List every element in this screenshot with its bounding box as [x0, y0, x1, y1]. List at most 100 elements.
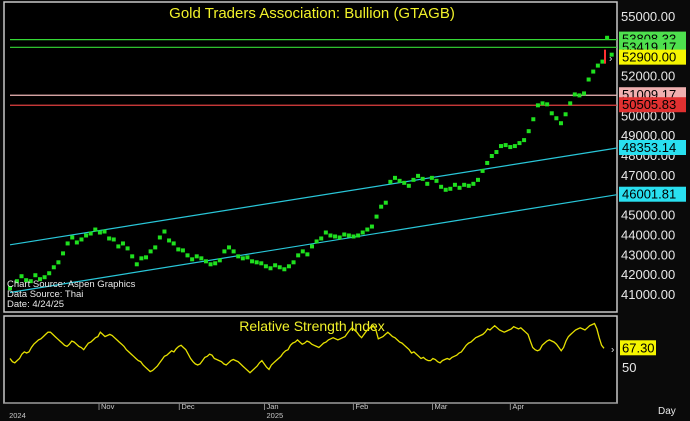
price-point — [323, 230, 328, 235]
price-point — [263, 264, 268, 269]
rsi-value-box — [620, 340, 656, 356]
price-point — [517, 141, 522, 146]
month-label: Mar — [434, 402, 447, 411]
price-point — [185, 253, 190, 258]
price-tick-label: 42000.00 — [621, 267, 675, 282]
price-point — [79, 237, 84, 242]
price-point — [144, 255, 149, 260]
price-point — [512, 144, 517, 149]
rsi-arrow: › — [611, 344, 614, 355]
price-point — [19, 274, 24, 279]
price-point — [535, 103, 540, 108]
price-point — [97, 230, 102, 235]
price-point — [277, 265, 282, 270]
price-point — [236, 254, 241, 259]
price-point — [167, 238, 172, 243]
price-point — [14, 279, 19, 284]
price-tick-label: 52000.00 — [621, 69, 675, 84]
price-label: 46001.81 — [619, 186, 686, 202]
rsi-axis: 50 › 67.30 — [611, 340, 656, 375]
price-point — [125, 246, 130, 251]
price-point — [448, 186, 453, 191]
price-point — [600, 59, 605, 64]
price-point — [28, 279, 33, 284]
price-point — [439, 184, 444, 189]
price-point — [286, 264, 291, 269]
price-tick-label: 49000.00 — [621, 128, 675, 143]
price-point — [425, 181, 430, 186]
channel-line — [9, 194, 618, 294]
price-point — [33, 273, 38, 278]
price-series: › — [8, 35, 614, 291]
price-point — [466, 183, 471, 188]
price-tick-label: 45000.00 — [621, 208, 675, 223]
month-label: Nov — [101, 402, 115, 411]
price-point — [545, 102, 550, 107]
price-point — [577, 93, 582, 98]
price-point — [134, 262, 139, 267]
price-reference-lines — [10, 39, 617, 106]
price-point — [56, 260, 61, 265]
price-point — [360, 230, 365, 235]
price-tick-label: 41000.00 — [621, 287, 675, 302]
year-label: 2025 — [267, 411, 284, 420]
price-point — [203, 259, 208, 264]
price-point — [489, 154, 494, 159]
price-point — [392, 175, 397, 180]
price-point — [273, 263, 278, 268]
price-point — [416, 173, 421, 178]
price-point — [568, 101, 573, 106]
price-point — [213, 261, 218, 266]
price-point — [259, 261, 264, 266]
price-label-text: 46001.81 — [622, 187, 676, 202]
price-point — [153, 245, 158, 250]
price-point — [591, 69, 596, 74]
price-label-box — [619, 186, 686, 202]
year-label: 2024 — [9, 411, 26, 420]
price-point — [411, 177, 416, 182]
price-point — [120, 241, 125, 246]
price-point — [337, 235, 342, 240]
price-point — [88, 231, 93, 236]
price-point — [346, 233, 351, 238]
price-label-box — [619, 139, 686, 155]
price-point — [471, 181, 476, 186]
price-point — [485, 160, 490, 165]
price-label-box — [619, 97, 686, 113]
price-axis: 41000.00 42000.00 43000.00 44000.00 45000.00… — [619, 9, 686, 302]
price-point — [522, 138, 527, 143]
price-point — [314, 239, 319, 244]
price-point — [328, 233, 333, 238]
price-point — [254, 260, 259, 265]
price-point — [291, 260, 296, 265]
price-point — [300, 249, 305, 254]
price-point — [107, 236, 112, 241]
price-point — [310, 244, 314, 249]
price-point — [351, 234, 356, 239]
price-label: 52900.00 — [619, 49, 686, 65]
price-point — [250, 259, 255, 264]
price-point — [475, 177, 480, 182]
price-tick-label: 55000.00 — [621, 9, 675, 24]
price-point — [526, 129, 531, 134]
price-point — [494, 150, 499, 155]
price-point — [148, 249, 153, 254]
chart-title: Gold Traders Association: Bullion (GTAGB… — [169, 5, 455, 22]
price-point — [420, 176, 425, 181]
month-label: Apr — [512, 402, 524, 411]
price-point — [70, 235, 75, 240]
price-point — [457, 185, 462, 190]
annotation-text: Date: 4/24/25 — [7, 299, 64, 310]
price-point — [508, 145, 513, 150]
price-point — [227, 245, 232, 250]
price-point — [558, 121, 563, 126]
price-point — [116, 244, 121, 249]
price-point — [402, 180, 407, 185]
price-point — [37, 277, 42, 282]
price-point — [194, 254, 199, 259]
price-point — [383, 200, 388, 205]
current-price-arrow: › — [609, 54, 612, 65]
price-point — [111, 237, 116, 242]
